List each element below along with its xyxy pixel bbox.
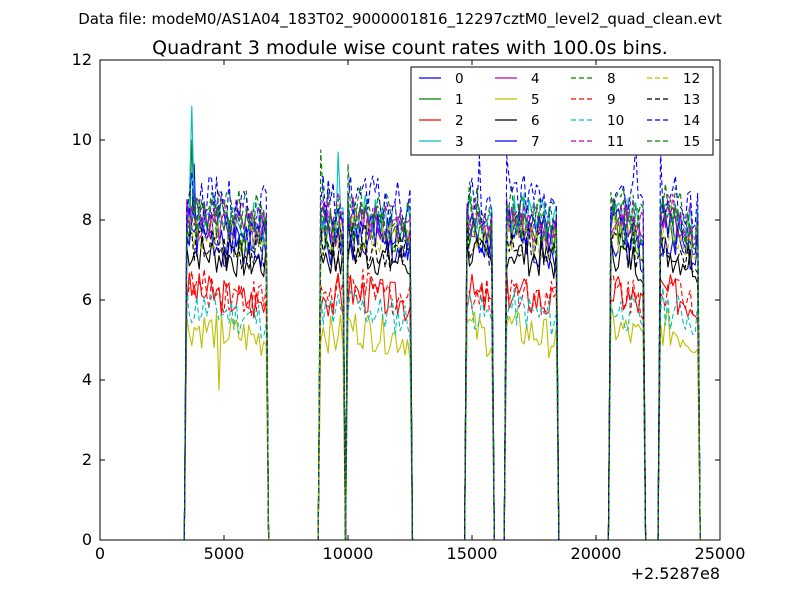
- series-line-2: [183, 271, 701, 540]
- legend-label-2: 2: [455, 113, 464, 129]
- legend-label-10: 10: [607, 113, 624, 129]
- series-line-10: [183, 287, 701, 540]
- legend-label-7: 7: [531, 134, 540, 150]
- y-tick-label: 6: [82, 290, 92, 309]
- x-axis: 0 5000 10000 15000 20000 25000: [95, 60, 746, 563]
- legend-label-3: 3: [455, 134, 464, 150]
- legend-frame: [410, 66, 714, 156]
- legend-label-5: 5: [531, 92, 540, 108]
- chart-title: Quadrant 3 module wise count rates with …: [152, 37, 668, 59]
- series-line-9: [183, 268, 701, 540]
- series-line-13: [183, 221, 701, 540]
- legend-label-15: 15: [683, 134, 700, 150]
- series-line-6: [183, 233, 701, 540]
- series-line-5: [183, 306, 701, 540]
- figure-suptitle: Data file: modeM0/AS1A04_183T02_90000018…: [78, 10, 722, 29]
- x-tick-label: 10000: [323, 544, 374, 563]
- series-line-0: [183, 163, 701, 540]
- x-tick-label: 20000: [571, 544, 622, 563]
- legend-label-0: 0: [455, 71, 464, 87]
- series-line-15: [183, 194, 701, 540]
- legend-label-4: 4: [531, 71, 540, 87]
- legend-label-11: 11: [607, 134, 624, 150]
- y-tick-label: 8: [82, 210, 92, 229]
- legend-label-13: 13: [683, 92, 700, 108]
- y-tick-label: 0: [82, 530, 92, 549]
- x-tick-label: 0: [95, 544, 105, 563]
- x-tick-label: 25000: [695, 544, 746, 563]
- legend-label-8: 8: [607, 71, 616, 87]
- y-tick-label: 12: [72, 50, 92, 69]
- series-line-14: [183, 145, 701, 540]
- y-tick-label: 10: [72, 130, 92, 149]
- y-tick-label: 4: [82, 370, 92, 389]
- series-layer: [183, 105, 701, 540]
- legend-label-14: 14: [683, 113, 700, 129]
- legend-label-6: 6: [531, 113, 540, 129]
- legend-label-1: 1: [455, 92, 464, 108]
- legend-label-12: 12: [683, 71, 700, 87]
- x-tick-label: 15000: [447, 544, 498, 563]
- legend-label-9: 9: [607, 92, 616, 108]
- x-tick-label: 5000: [204, 544, 245, 563]
- y-tick-label: 2: [82, 450, 92, 469]
- x-offset-label: +2.5287e8: [631, 564, 720, 583]
